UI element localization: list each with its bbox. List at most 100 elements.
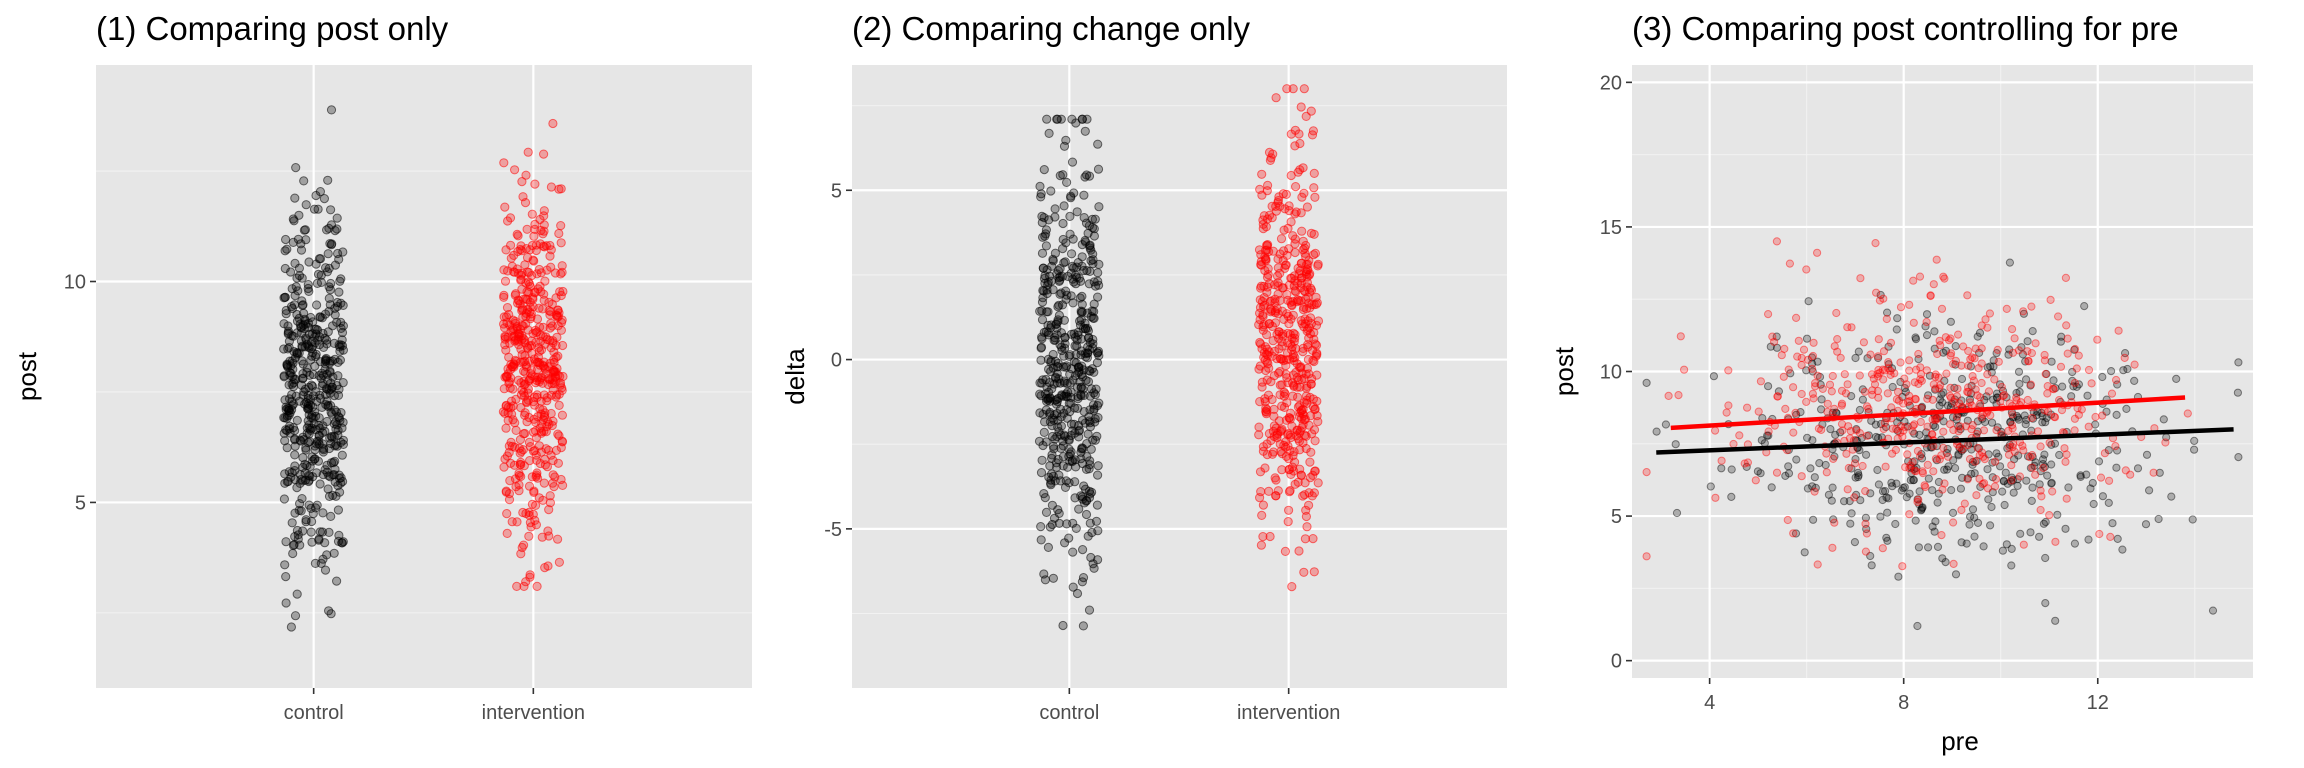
control-point: [290, 508, 300, 518]
panel-3-fit-lines: [1656, 395, 2234, 455]
control-point: [1852, 425, 1861, 434]
intervention-point: [2077, 405, 2086, 414]
control-point: [1987, 368, 1996, 377]
intervention-point: [509, 165, 520, 175]
control-point: [1922, 443, 1932, 452]
intervention-point: [1257, 169, 1267, 179]
control-point: [1042, 114, 1052, 124]
control-point: [2082, 470, 2091, 479]
intervention-point: [2106, 532, 2115, 542]
control-point: [1951, 342, 1960, 351]
control-point: [2121, 349, 2130, 358]
intervention-point: [1949, 559, 1958, 569]
control-point: [1830, 452, 1839, 461]
intervention-point: [1929, 380, 1938, 389]
intervention-point: [548, 470, 558, 480]
y-tick-label: 5: [1611, 506, 1622, 528]
control-point: [2172, 374, 2181, 383]
control-point: [2013, 475, 2022, 484]
intervention-point: [1946, 383, 1955, 392]
control-point: [1084, 365, 1094, 376]
control-point: [1040, 231, 1050, 241]
control-point: [1854, 471, 1863, 480]
intervention-point: [1302, 272, 1312, 282]
control-point: [320, 565, 331, 575]
intervention-point: [1724, 366, 1733, 375]
control-point: [1899, 483, 1908, 493]
intervention-point: [2008, 348, 2018, 357]
intervention-point: [1905, 300, 1914, 309]
intervention-point: [1280, 389, 1290, 399]
control-point: [2234, 453, 2243, 462]
control-point: [1917, 402, 1927, 411]
intervention-point: [1642, 552, 1651, 561]
intervention-point: [1843, 323, 1852, 332]
control-point: [2015, 387, 2024, 396]
intervention-point: [2074, 410, 2083, 419]
control-point: [2080, 302, 2089, 311]
intervention-point: [1845, 434, 1855, 443]
intervention-point: [1944, 452, 1953, 461]
control-point: [1975, 328, 1985, 337]
control-point: [1970, 469, 1979, 478]
control-point: [1988, 458, 1997, 467]
control-point: [1066, 191, 1076, 201]
intervention-point: [1264, 363, 1274, 373]
control-point: [321, 355, 331, 365]
intervention-point: [1902, 380, 1911, 389]
control-point: [1037, 455, 1047, 465]
intervention-point: [2046, 295, 2055, 304]
intervention-point: [500, 276, 511, 286]
control-point: [1979, 542, 1988, 551]
intervention-point: [1793, 352, 1802, 361]
control-point: [1045, 461, 1055, 471]
intervention-point: [1794, 336, 1803, 345]
control-point: [1935, 395, 1945, 404]
control-point: [308, 508, 318, 519]
control-point: [1883, 508, 1892, 517]
control-point: [1757, 436, 1766, 445]
x-tick-label: 12: [2087, 692, 2109, 714]
intervention-point: [1934, 373, 1943, 382]
control-point: [1085, 243, 1095, 253]
intervention-point: [538, 229, 548, 239]
control-point: [282, 443, 292, 453]
intervention-point: [1978, 479, 1987, 489]
intervention-point: [1813, 371, 1822, 380]
intervention-point: [1979, 452, 1988, 461]
control-point: [1938, 398, 1947, 407]
control-point: [2023, 452, 2033, 461]
control-point: [1888, 382, 1897, 392]
intervention-point: [1886, 338, 1896, 347]
control-point: [2133, 464, 2143, 473]
control-point: [2155, 468, 2164, 477]
control-point: [1893, 426, 1902, 435]
intervention-point: [506, 326, 516, 336]
intervention-point: [2043, 389, 2052, 398]
control-point: [1840, 497, 1849, 506]
intervention-point: [532, 581, 542, 592]
intervention-point: [512, 264, 522, 274]
intervention-point: [1909, 421, 1918, 430]
intervention-point: [1915, 272, 1925, 281]
control-point: [2006, 418, 2015, 427]
control-point: [1917, 454, 1927, 463]
intervention-point: [1874, 365, 1883, 375]
control-point: [2098, 492, 2107, 501]
control-point: [1048, 573, 1059, 583]
control-point: [1970, 513, 1979, 522]
control-point: [2098, 372, 2107, 382]
intervention-point: [1971, 344, 1980, 353]
intervention-point: [554, 184, 564, 194]
intervention-point: [1931, 372, 1940, 381]
control-point: [2037, 408, 2046, 418]
control-point: [1876, 290, 1885, 300]
intervention-point: [1262, 287, 1272, 297]
control-point: [1878, 487, 1888, 496]
intervention-point: [1913, 497, 1922, 507]
control-point: [1081, 509, 1092, 520]
intervention-point: [1973, 391, 1982, 400]
control-point: [1764, 431, 1773, 440]
